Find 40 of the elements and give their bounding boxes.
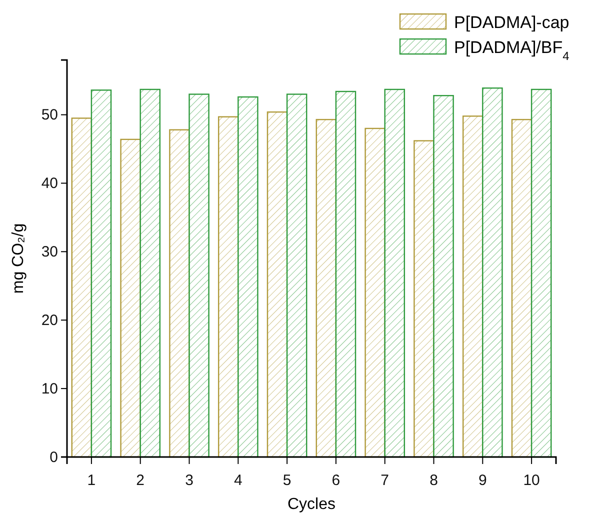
bar (384, 88, 406, 458)
x-tick-label: 9 (478, 472, 487, 489)
y-tick-label: 30 (41, 243, 58, 260)
bar (482, 87, 503, 458)
x-tick-label: 5 (282, 472, 292, 489)
y-tick-label: 10 (41, 380, 58, 398)
legend-label: P[DADMA]-cap (454, 13, 570, 32)
x-axis-title: Cycles (287, 496, 336, 513)
bar (238, 96, 258, 458)
bar (530, 88, 552, 458)
bar (266, 111, 288, 458)
bar (511, 118, 532, 458)
bar (120, 138, 141, 458)
y-tick-label: 40 (41, 175, 58, 192)
x-tick-label: 10 (523, 472, 540, 489)
y-axis-title: mg CO₂/g (10, 223, 27, 294)
bar (169, 129, 190, 458)
x-tick-label: 8 (430, 472, 438, 489)
y-tick-label: 0 (50, 448, 58, 466)
bar (364, 128, 386, 458)
bar (286, 94, 308, 458)
x-tick-label: 7 (380, 472, 390, 489)
bar (218, 116, 239, 458)
bar (140, 88, 161, 458)
y-tick-label: 20 (41, 312, 58, 329)
y-tick-label: 50 (41, 106, 58, 124)
bar (188, 94, 210, 458)
bar (433, 94, 454, 458)
bar (71, 118, 92, 458)
x-tick-label: 4 (234, 472, 242, 489)
bar (90, 90, 112, 458)
x-tick-label: 1 (87, 472, 96, 489)
bar (414, 140, 434, 458)
x-tick-label: 3 (185, 472, 194, 489)
x-tick-label: 2 (136, 472, 145, 489)
bar (316, 118, 337, 458)
x-tick-label: 6 (332, 472, 340, 489)
bar (462, 116, 484, 458)
bar (335, 90, 356, 458)
legend-label: P[DADMA]/BF$_{4}$ (454, 38, 570, 63)
